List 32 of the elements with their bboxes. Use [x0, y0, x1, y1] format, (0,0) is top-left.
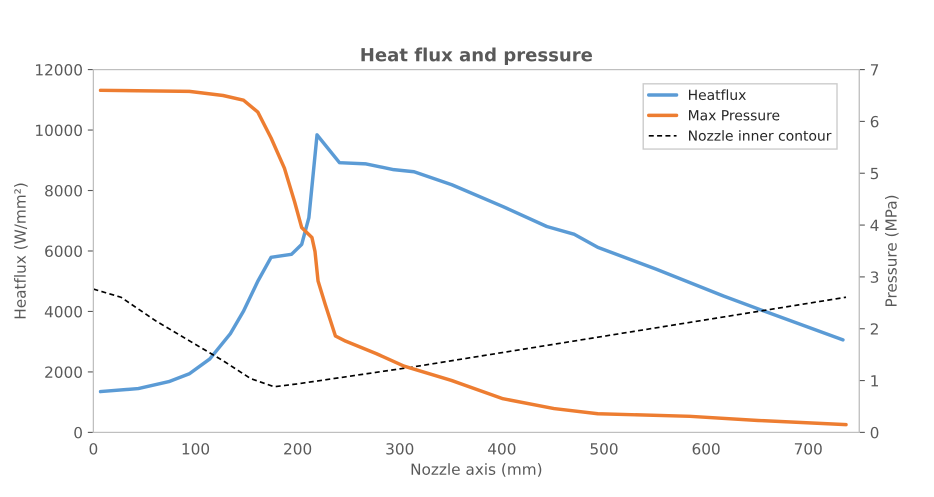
- y2-tick-label: 4: [870, 220, 879, 231]
- line-series: [93, 288, 847, 388]
- y2-tick-label: 5: [870, 168, 878, 180]
- x-tick-label: 400: [488, 443, 516, 455]
- x-tick-label: 200: [284, 443, 312, 455]
- legend-label: Nozzle inner contour: [689, 130, 832, 141]
- y-tick-label: 10000: [36, 124, 82, 136]
- x-tick-label: 100: [182, 443, 210, 455]
- y2-tick-label: 2: [870, 323, 878, 335]
- y-tick-label: 2000: [45, 366, 82, 378]
- x-axis-title: Nozzle axis (mm): [412, 463, 542, 477]
- legend-label: Heatflux: [689, 89, 746, 100]
- y-tick-label: 8000: [45, 184, 82, 197]
- y2-axis-title: Pressure (MPa): [884, 196, 899, 306]
- x-tick-label: 0: [90, 443, 98, 455]
- y-tick-label: 12000: [36, 64, 82, 76]
- y2-tick-label: 3: [870, 271, 878, 283]
- x-tick-label: 600: [692, 443, 720, 455]
- y2-tick-label: 1: [871, 375, 878, 386]
- line-series: [98, 88, 848, 426]
- y-tick-label: 0: [74, 426, 82, 438]
- y-axis-title: Heatflux (W/mm²): [14, 184, 28, 318]
- x-tick-label: 300: [386, 443, 414, 455]
- legend-label: Max Pressure: [689, 110, 780, 120]
- x-tick-label: 700: [794, 443, 822, 455]
- chart-title: Heat flux and pressure: [361, 48, 592, 65]
- x-tick-label: 500: [590, 443, 618, 455]
- y2-tick-label: 6: [870, 116, 878, 128]
- y-tick-label: 4000: [44, 306, 82, 318]
- y2-tick-label: 0: [870, 426, 878, 438]
- y-tick-label: 6000: [45, 245, 82, 258]
- y2-tick-label: 7: [870, 64, 878, 76]
